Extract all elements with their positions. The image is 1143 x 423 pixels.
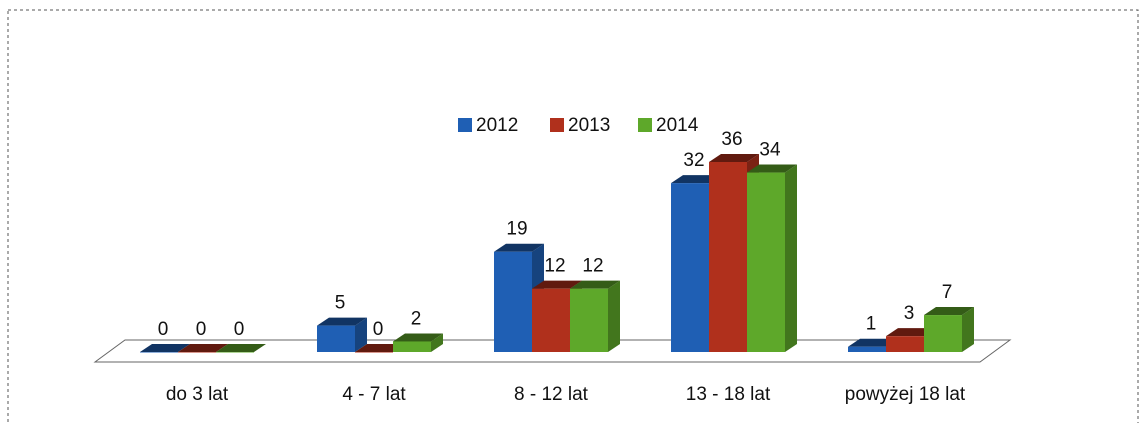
bar-top: [393, 333, 443, 342]
bar: [216, 352, 254, 353]
bar: [393, 341, 431, 352]
bar-top: [747, 164, 797, 173]
data-label: 5: [335, 293, 346, 314]
bar-top: [178, 344, 228, 352]
bar-top: [355, 344, 405, 352]
bar-top: [709, 154, 759, 162]
x-tick-label: powyżej 18 lat: [845, 384, 966, 405]
bar-top: [924, 307, 974, 316]
bar-top: [848, 338, 898, 347]
bar-top: [570, 280, 620, 289]
legend-label: 2013: [568, 115, 610, 136]
bar-side: [785, 164, 797, 352]
data-label: 19: [506, 219, 527, 240]
bar-side: [608, 280, 620, 352]
chart-frame: [7, 9, 1139, 423]
x-tick-label: 13 - 18 lat: [686, 384, 771, 405]
bar: [848, 346, 886, 352]
bar: [317, 325, 355, 352]
bar: [178, 352, 216, 353]
bar-top: [140, 344, 190, 352]
data-label: 34: [759, 140, 781, 161]
bar-top: [532, 280, 582, 289]
bar-top: [317, 317, 367, 326]
bar-top: [886, 328, 936, 337]
bar: [570, 288, 608, 352]
data-label: 1: [866, 314, 877, 335]
x-tick-label: do 3 lat: [166, 384, 229, 405]
bar: [671, 183, 709, 352]
bar: [355, 352, 393, 353]
data-label: 0: [196, 319, 207, 340]
data-label: 7: [942, 282, 953, 303]
bar: [494, 251, 532, 352]
x-tick-label: 8 - 12 lat: [514, 384, 589, 405]
data-label: 36: [721, 129, 742, 150]
data-label: 3: [904, 303, 915, 324]
bar-side: [962, 307, 974, 352]
legend-swatch: [458, 118, 472, 132]
data-label: 0: [234, 319, 245, 340]
bar: [747, 172, 785, 352]
data-label: 12: [582, 256, 603, 277]
bar-side: [355, 317, 367, 352]
data-label: 2: [411, 308, 422, 329]
legend-swatch: [550, 118, 564, 132]
legend-label: 2014: [656, 115, 699, 136]
bar: [140, 352, 178, 353]
bar: [532, 288, 570, 352]
bar-side: [431, 333, 443, 352]
bar-top: [671, 175, 721, 184]
bar: [886, 336, 924, 352]
bar-top: [494, 243, 544, 252]
data-label: 0: [373, 319, 384, 340]
legend-swatch: [638, 118, 652, 132]
x-tick-label: 4 - 7 lat: [342, 384, 406, 405]
bar-top: [216, 344, 266, 352]
bar: [924, 315, 962, 352]
data-label: 32: [683, 150, 704, 171]
data-label: 12: [544, 256, 565, 277]
data-label: 0: [158, 319, 169, 340]
legend-label: 2012: [476, 115, 518, 136]
bar: [709, 162, 747, 352]
